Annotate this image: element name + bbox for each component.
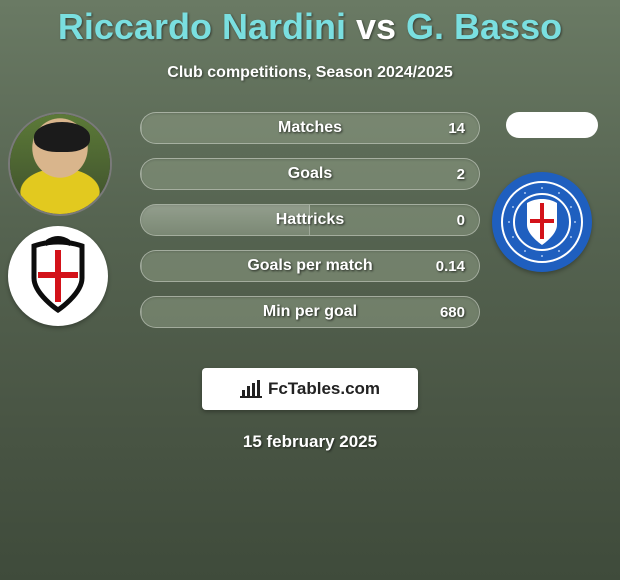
title-player-right: G. Basso	[406, 6, 562, 47]
right-player-column	[492, 112, 612, 272]
stat-value-right: 2	[457, 159, 465, 189]
stat-value-right: 0.14	[436, 251, 465, 281]
bar-chart-icon	[240, 380, 262, 398]
stat-row: Goals per match0.14	[140, 250, 480, 282]
stat-row: Hattricks0	[140, 204, 480, 236]
stats-bars: Matches14 Goals2 Hattricks0 Goals per match…	[140, 112, 480, 342]
comparison-panel: Matches14 Goals2 Hattricks0 Goals per match…	[0, 112, 620, 352]
right-club-crest	[492, 172, 592, 272]
stat-row: Matches14	[140, 112, 480, 144]
pro-vercelli-crest-icon	[18, 236, 98, 316]
left-player-photo-placeholder	[10, 114, 110, 214]
left-club-crest	[8, 226, 108, 326]
left-player-photo	[8, 112, 112, 216]
page-title: Riccardo Nardini vs G. Basso	[0, 0, 620, 48]
left-player-column	[8, 112, 128, 326]
brand-text: FcTables.com	[268, 379, 380, 399]
stat-label: Matches	[141, 113, 479, 143]
stat-row: Min per goal680	[140, 296, 480, 328]
stat-label: Min per goal	[141, 297, 479, 327]
stat-value-right: 680	[440, 297, 465, 327]
stat-value-right: 0	[457, 205, 465, 235]
stat-label: Hattricks	[141, 205, 479, 235]
stat-value-right: 14	[448, 113, 465, 143]
title-vs: vs	[346, 6, 406, 47]
stat-row: Goals2	[140, 158, 480, 190]
footer-date: 15 february 2025	[0, 432, 620, 452]
subtitle: Club competitions, Season 2024/2025	[0, 64, 620, 82]
stat-label: Goals	[141, 159, 479, 189]
stat-label: Goals per match	[141, 251, 479, 281]
title-player-left: Riccardo Nardini	[58, 6, 346, 47]
brand-badge: FcTables.com	[202, 368, 418, 410]
right-player-photo-blank	[506, 112, 598, 138]
novara-crest-icon	[499, 179, 585, 265]
